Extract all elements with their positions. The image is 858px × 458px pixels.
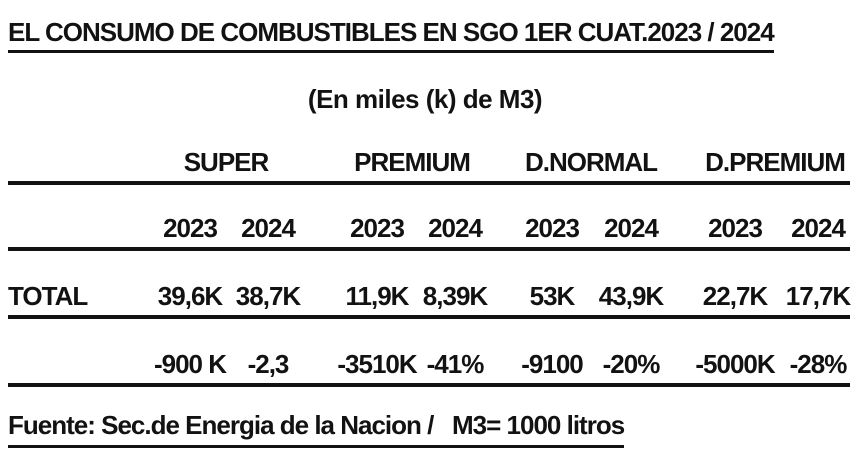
column-gap bbox=[490, 380, 512, 383]
year-header-premium-2024: 2024 bbox=[428, 212, 483, 243]
group-header-super: SUPER bbox=[183, 146, 270, 177]
variation-dpremium-abs: -5000K bbox=[695, 348, 775, 379]
source-note: Fuente: Sec.de Energia de la Nacion / M3… bbox=[8, 410, 625, 448]
total-dnormal-2023: 53K bbox=[529, 280, 576, 311]
group-header-premium: PREMIUM bbox=[354, 146, 471, 177]
row-label-total: TOTAL bbox=[8, 280, 88, 311]
total-super-2024: 38,7K bbox=[235, 280, 301, 311]
group-header-row: SUPER PREMIUM D.NORMAL D.PREMIUM bbox=[8, 141, 850, 185]
year-header-row: 2023 2024 2023 2024 2023 2024 2023 2024 bbox=[8, 185, 850, 251]
variation-dnormal-pct: -20% bbox=[602, 348, 661, 379]
column-gap bbox=[304, 244, 334, 247]
total-dpremium-2023: 22,7K bbox=[702, 280, 768, 311]
variation-dpremium-pct: -28% bbox=[789, 348, 848, 379]
total-premium-2024: 8,39K bbox=[422, 280, 488, 311]
fuel-consumption-table: SUPER PREMIUM D.NORMAL D.PREMIUM 2023 20… bbox=[8, 141, 851, 387]
column-gap bbox=[670, 312, 692, 315]
total-dnormal-2024: 43,9K bbox=[598, 280, 664, 311]
year-header-dpremium-2023: 2023 bbox=[708, 212, 763, 243]
corner-cell bbox=[8, 178, 148, 181]
table-row-total: TOTAL 39,6K 38,7K 11,9K 8,39K 53K 43,9K … bbox=[8, 251, 851, 319]
total-dpremium-2024: 17,7K bbox=[785, 280, 851, 311]
column-gap bbox=[490, 244, 512, 247]
corner-cell bbox=[8, 244, 148, 247]
column-gap bbox=[304, 380, 334, 383]
column-gap bbox=[304, 312, 334, 315]
variation-super-pct: -2,3 bbox=[247, 348, 290, 379]
total-premium-2023: 11,9K bbox=[345, 280, 410, 311]
row-label-variation bbox=[8, 380, 148, 383]
year-header-super-2023: 2023 bbox=[163, 212, 218, 243]
year-header-super-2024: 2024 bbox=[241, 212, 296, 243]
year-header-premium-2023: 2023 bbox=[350, 212, 405, 243]
title-block: EL CONSUMO DE COMBUSTIBLES EN SGO 1ER CU… bbox=[0, 0, 858, 53]
column-gap bbox=[670, 244, 692, 247]
variation-premium-pct: -41% bbox=[426, 348, 485, 379]
total-super-2023: 39,6K bbox=[157, 280, 223, 311]
footer-block: Fuente: Sec.de Energia de la Nacion / M3… bbox=[8, 410, 858, 448]
group-header-dnormal: D.NORMAL bbox=[524, 146, 658, 177]
year-header-dnormal-2023: 2023 bbox=[525, 212, 580, 243]
year-header-dnormal-2024: 2024 bbox=[604, 212, 659, 243]
page-subtitle: (En miles (k) de M3) bbox=[307, 83, 543, 114]
group-header-dpremium: D.PREMIUM bbox=[705, 146, 846, 177]
column-gap bbox=[304, 178, 334, 181]
column-gap bbox=[670, 178, 692, 181]
variation-dnormal-abs: -9100 bbox=[521, 348, 584, 379]
table-row-variation: -900 K -2,3 -3510K -41% -9100 -20% -5000… bbox=[8, 319, 850, 387]
page-title: EL CONSUMO DE COMBUSTIBLES EN SGO 1ER CU… bbox=[8, 18, 775, 53]
column-gap bbox=[490, 312, 512, 315]
column-gap bbox=[670, 380, 692, 383]
variation-premium-abs: -3510K bbox=[337, 348, 417, 379]
year-header-dpremium-2024: 2024 bbox=[791, 212, 846, 243]
column-gap bbox=[490, 178, 512, 181]
variation-super-abs: -900 K bbox=[153, 348, 227, 379]
